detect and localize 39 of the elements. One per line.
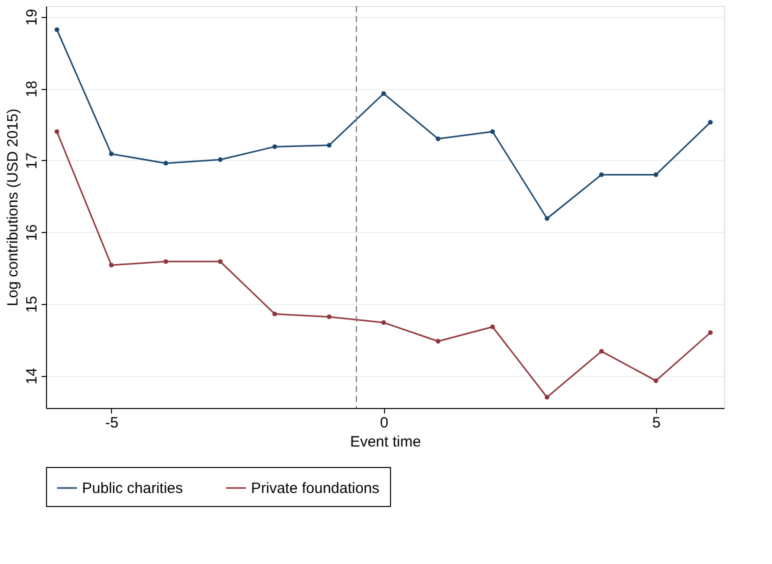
point bbox=[654, 172, 658, 178]
x-tick-label: 5 bbox=[652, 414, 661, 432]
x-tick-label: 0 bbox=[380, 414, 388, 432]
x-tick-label: -5 bbox=[105, 414, 119, 432]
point bbox=[599, 172, 604, 178]
point bbox=[544, 394, 550, 400]
point bbox=[708, 120, 713, 125]
point bbox=[544, 216, 550, 221]
point bbox=[218, 157, 223, 162]
point bbox=[272, 144, 278, 150]
x-axis-title: Event time bbox=[350, 434, 421, 450]
point bbox=[163, 160, 168, 166]
point bbox=[708, 330, 713, 335]
y-tick-label: 14 bbox=[24, 368, 40, 385]
y-axis-title: Log contributions (USD 2015) bbox=[4, 108, 22, 306]
point bbox=[218, 259, 223, 264]
legend-label: Private foundations bbox=[251, 480, 380, 497]
point bbox=[272, 312, 278, 316]
y-tick-label: 19 bbox=[24, 8, 40, 26]
point bbox=[436, 136, 440, 142]
point bbox=[54, 27, 60, 32]
point bbox=[436, 338, 440, 344]
y-tick-label: 16 bbox=[24, 224, 40, 241]
y-tick-label: 15 bbox=[24, 296, 40, 313]
point bbox=[599, 348, 604, 354]
y-tick-label: 17 bbox=[24, 152, 40, 170]
legend-label: Public charities bbox=[82, 480, 183, 497]
point bbox=[381, 91, 386, 96]
point bbox=[490, 129, 495, 134]
point bbox=[163, 259, 168, 264]
point bbox=[109, 262, 114, 268]
point bbox=[490, 324, 495, 330]
point bbox=[54, 129, 60, 134]
point bbox=[326, 142, 332, 148]
point bbox=[654, 378, 658, 384]
point bbox=[381, 320, 386, 325]
y-tick-label: 18 bbox=[24, 80, 40, 98]
point bbox=[326, 314, 332, 320]
point bbox=[109, 152, 114, 156]
